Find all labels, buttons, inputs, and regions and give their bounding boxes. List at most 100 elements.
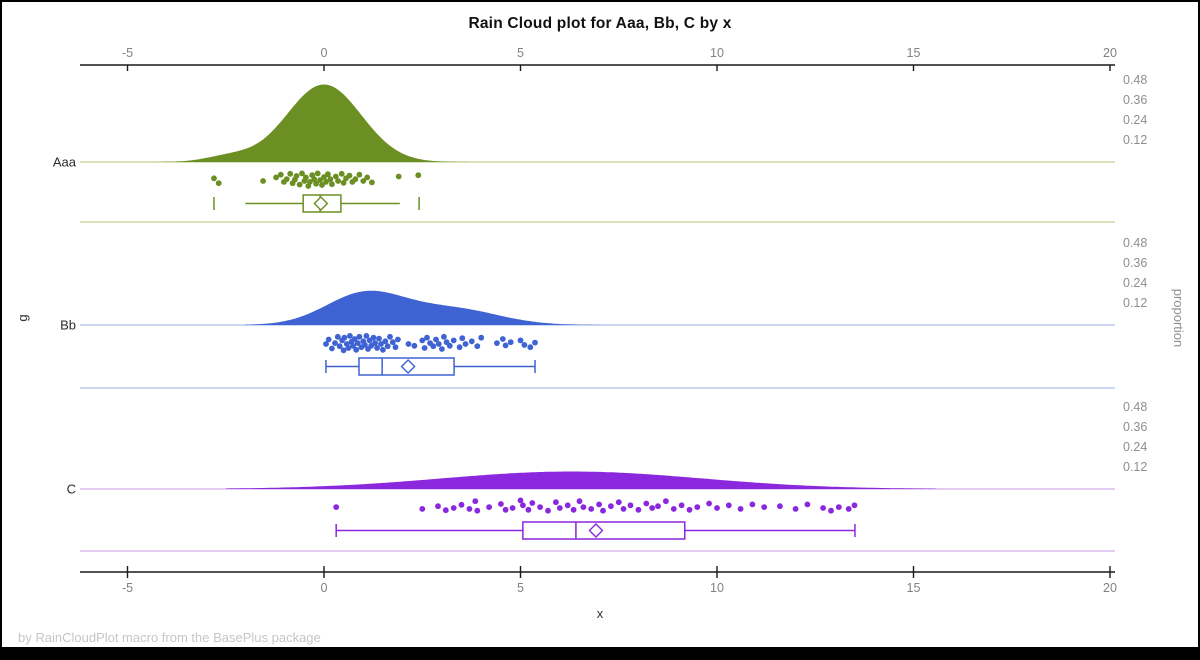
scatter-point-C — [502, 506, 509, 513]
scatter-point-C — [706, 500, 712, 507]
scatter-point-Bb — [387, 333, 393, 340]
scatter-point-C — [694, 504, 701, 510]
mean-diamond-Aaa — [313, 196, 329, 211]
proportion-tick-label: 0.48 — [1123, 400, 1147, 414]
scatter-point-Bb — [350, 342, 356, 349]
top-x-tick-label: 0 — [321, 46, 328, 60]
right-axis-label-proportion: proportion — [1171, 289, 1186, 348]
scatter-point-C — [529, 500, 536, 506]
scatter-point-Aaa — [287, 170, 294, 177]
scatter-point-C — [686, 506, 693, 513]
scatter-point-Bb — [354, 340, 361, 346]
bottom-black-bar — [2, 647, 1198, 658]
footer-credit-text: by RainCloudPlot macro from the BasePlus… — [18, 630, 321, 645]
group-label-Aaa: Aaa — [53, 155, 77, 170]
scatter-point-Bb — [345, 345, 352, 351]
scatter-point-C — [678, 502, 685, 509]
proportion-tick-label: 0.12 — [1123, 133, 1147, 147]
scatter-point-Bb — [356, 333, 363, 340]
scatter-point-Bb — [332, 340, 338, 346]
scatter-point-Bb — [392, 344, 399, 351]
scatter-point-Bb — [374, 345, 380, 351]
scatter-point-C — [576, 498, 583, 505]
group-label-C: C — [67, 482, 76, 497]
scatter-point-Aaa — [323, 179, 329, 185]
proportion-tick-label: 0.12 — [1123, 296, 1147, 310]
proportion-tick-label: 0.12 — [1123, 460, 1147, 474]
scatter-point-C — [486, 504, 492, 510]
scatter-point-Bb — [363, 333, 370, 339]
scatter-point-C — [761, 504, 768, 510]
y-axis-label-g: g — [15, 314, 30, 321]
scatter-point-C — [608, 503, 614, 510]
top-x-tick-label: 15 — [907, 46, 921, 60]
scatter-point-Bb — [474, 343, 481, 350]
scatter-point-C — [520, 502, 526, 509]
scatter-point-Aaa — [364, 174, 371, 181]
mean-diamond-C — [588, 523, 604, 538]
x-axis-label: x — [597, 606, 604, 621]
scatter-point-C — [649, 505, 656, 511]
scatter-point-Aaa — [307, 179, 313, 185]
scatter-point-C — [435, 503, 441, 510]
scatter-point-C — [615, 499, 622, 506]
chart-title: Rain Cloud plot for Aaa, Bb, C by x — [468, 15, 732, 32]
scatter-point-Bb — [323, 341, 329, 347]
scatter-point-Bb — [370, 334, 377, 341]
proportion-tick-label: 0.36 — [1123, 93, 1147, 107]
scatter-point-C — [474, 507, 481, 514]
scatter-point-C — [737, 506, 744, 512]
scatter-point-C — [509, 505, 516, 511]
scatter-point-C — [537, 504, 543, 510]
scatter-point-C — [655, 503, 661, 510]
scatter-point-Bb — [502, 342, 509, 349]
density-area-Bb — [245, 290, 600, 325]
scatter-point-C — [525, 506, 532, 513]
scatter-point-Bb — [329, 345, 335, 352]
scatter-point-Aaa — [273, 174, 279, 181]
scatter-point-Aaa — [325, 171, 331, 178]
scatter-point-Bb — [389, 339, 396, 346]
scatter-point-C — [333, 504, 340, 510]
bottom-x-tick-label: 0 — [321, 581, 328, 595]
scatter-point-Bb — [521, 342, 528, 348]
scatter-point-Aaa — [215, 180, 222, 187]
scatter-point-C — [792, 506, 799, 512]
bottom-x-tick-label: 5 — [517, 581, 524, 595]
scatter-point-Bb — [430, 343, 437, 350]
scatter-point-Bb — [446, 342, 453, 349]
scatter-point-Bb — [424, 334, 430, 341]
scatter-point-C — [458, 501, 465, 508]
scatter-point-Bb — [336, 343, 343, 350]
scatter-point-Aaa — [313, 180, 319, 187]
bottom-x-tick-label: 20 — [1103, 581, 1117, 595]
scatter-point-Bb — [450, 337, 457, 344]
scatter-point-Bb — [468, 338, 475, 345]
scatter-point-Aaa — [314, 170, 321, 177]
scatter-point-Aaa — [283, 176, 290, 183]
scatter-point-Aaa — [293, 173, 300, 179]
density-area-Aaa — [158, 84, 474, 162]
scatter-point-Aaa — [332, 173, 339, 180]
scatter-point-C — [670, 506, 677, 512]
proportion-tick-label: 0.24 — [1123, 113, 1147, 127]
scatter-point-C — [714, 505, 720, 511]
scatter-point-Bb — [459, 335, 466, 342]
scatter-point-Aaa — [303, 174, 309, 181]
scatter-point-Bb — [507, 339, 514, 346]
bottom-x-tick-label: -5 — [122, 581, 133, 595]
scatter-point-Bb — [478, 334, 485, 341]
scatter-point-Aaa — [277, 171, 284, 178]
scatter-point-C — [556, 505, 563, 511]
proportion-tick-label: 0.24 — [1123, 440, 1147, 454]
top-x-tick-label: 20 — [1103, 46, 1117, 60]
scatter-point-C — [804, 501, 811, 508]
top-x-tick-label: 10 — [710, 46, 724, 60]
scatter-point-C — [835, 504, 842, 510]
scatter-point-Aaa — [296, 181, 303, 188]
top-x-tick-label: -5 — [122, 46, 133, 60]
scatter-point-C — [600, 507, 606, 514]
scatter-point-Bb — [378, 341, 384, 347]
scatter-point-Aaa — [319, 182, 325, 188]
